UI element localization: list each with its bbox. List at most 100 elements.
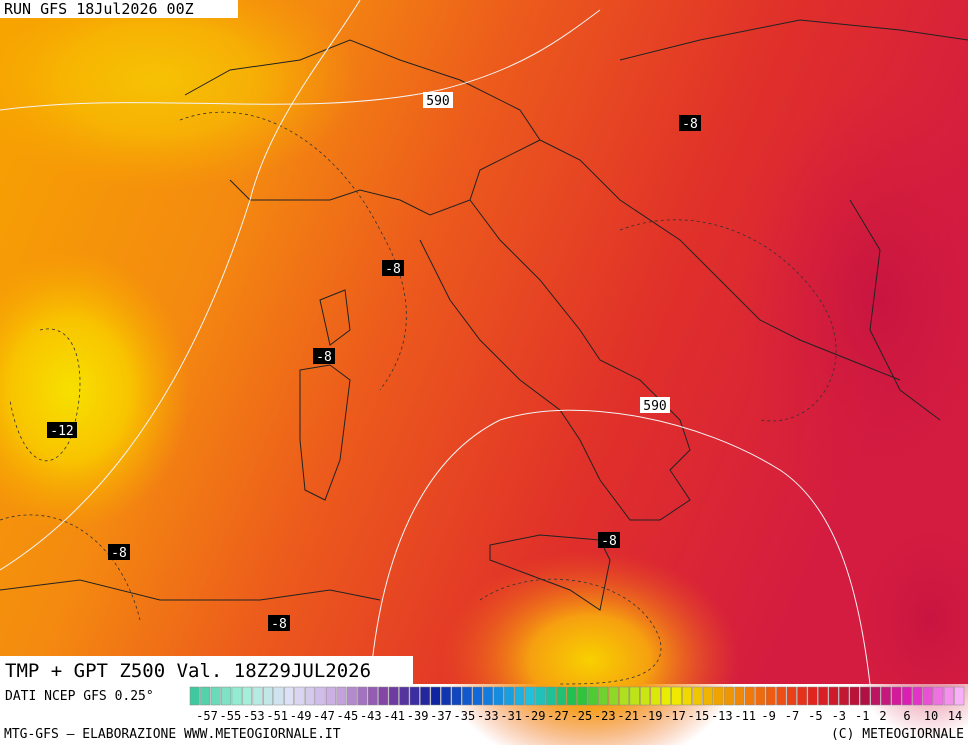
legend-swatch <box>776 686 787 706</box>
legend-swatch <box>640 686 651 706</box>
legend-swatch <box>346 686 357 706</box>
legend-label: -53 <box>243 709 265 723</box>
legend-swatch <box>284 686 294 706</box>
title-box <box>0 656 413 684</box>
legend-label: -15 <box>688 709 710 723</box>
legend-label: -5 <box>808 709 822 723</box>
legend-swatch <box>462 686 473 706</box>
legend-swatch <box>388 686 399 706</box>
legend-label: -49 <box>290 709 312 723</box>
contour-label: -8 <box>601 534 617 549</box>
temperature-contours <box>0 111 837 685</box>
legend-label: -19 <box>641 709 663 723</box>
legend-swatch <box>273 686 284 706</box>
contour-label: -8 <box>271 617 287 632</box>
copyright-label: (C) METEOGIORNALE <box>831 727 964 742</box>
legend-swatch <box>755 686 766 706</box>
legend-label: -9 <box>761 709 775 723</box>
legend-swatch <box>797 686 808 706</box>
contour-label-box <box>268 615 290 631</box>
map-title: TMP + GPT Z500 Val. 18Z29JUL2026 <box>5 660 371 682</box>
legend-label: 2 <box>879 709 886 723</box>
legend-swatch <box>818 686 829 706</box>
credit-label: MTG-GFS — ELABORAZIONE WWW.METEOGIORNALE… <box>4 727 341 742</box>
legend-swatch <box>210 686 221 706</box>
coastlines <box>0 19 968 611</box>
legend-swatch <box>713 686 724 706</box>
source-label: DATI NCEP GFS 0.25° <box>5 689 154 704</box>
legend-swatch <box>451 686 462 706</box>
legend-swatch <box>556 686 567 706</box>
legend-swatch <box>535 686 546 706</box>
legend-label: -57 <box>196 709 218 723</box>
legend-swatch <box>294 686 305 706</box>
legend-swatch <box>399 686 410 706</box>
legend-swatch <box>524 686 535 706</box>
legend-swatch <box>482 686 493 706</box>
legend-label: 14 <box>948 709 962 723</box>
legend-label: -17 <box>664 709 686 723</box>
legend-label: -41 <box>383 709 405 723</box>
contour-label: -12 <box>50 424 73 439</box>
contour-label-box <box>47 422 77 438</box>
legend-label: -43 <box>360 709 382 723</box>
legend-swatch <box>378 686 389 706</box>
legend-swatch <box>503 686 514 706</box>
legend-swatch <box>880 686 891 706</box>
run-label: RUN GFS 18Jul2026 00Z <box>4 0 194 18</box>
legend-swatch <box>744 686 755 706</box>
legend-label: -47 <box>313 709 335 723</box>
legend-label: -33 <box>477 709 499 723</box>
legend-swatch <box>692 686 703 706</box>
contour-label-box <box>598 532 620 548</box>
legend-swatch <box>472 686 483 706</box>
legend-swatch <box>849 686 860 706</box>
contour-label: -8 <box>682 117 698 132</box>
legend-label: -23 <box>594 709 616 723</box>
legend-swatch <box>252 686 263 706</box>
legend-swatch <box>409 686 420 706</box>
legend-swatch <box>420 686 431 706</box>
contour-label-box <box>679 115 701 131</box>
legend-swatch <box>943 686 954 706</box>
legend-swatch <box>723 686 734 706</box>
legend-swatch <box>357 686 368 706</box>
legend-swatch <box>608 686 619 706</box>
contour-labels: 590 -8 -8 -8 -12 590 -8 -8 -8 <box>47 92 701 632</box>
legend-swatch <box>598 686 609 706</box>
legend-swatch <box>577 686 588 706</box>
contour-label-box <box>423 92 453 108</box>
geopotential-contours <box>0 0 871 685</box>
legend-swatch <box>545 686 556 706</box>
legend-swatch <box>702 686 713 706</box>
legend-swatch <box>441 686 452 706</box>
legend-swatch <box>367 686 378 706</box>
legend-label: 10 <box>924 709 938 723</box>
legend-swatch <box>587 686 598 706</box>
legend-swatch <box>933 686 944 706</box>
legend-swatch <box>263 686 274 706</box>
legend-label: -37 <box>430 709 452 723</box>
legend-swatch <box>661 686 672 706</box>
legend-swatch <box>912 686 923 706</box>
legend-label: -25 <box>571 709 593 723</box>
legend-swatch <box>954 686 965 706</box>
legend-swatch <box>891 686 902 706</box>
legend-swatch <box>901 686 912 706</box>
legend-swatch <box>860 686 870 706</box>
contour-label: -8 <box>111 546 127 561</box>
contour-label: 590 <box>426 94 449 109</box>
legend-swatch <box>325 686 336 706</box>
legend-label: -29 <box>524 709 546 723</box>
legend-swatch <box>242 686 253 706</box>
legend-swatch <box>200 686 211 706</box>
header-box <box>0 0 238 18</box>
legend-swatch <box>493 686 504 706</box>
legend-swatch <box>315 686 326 706</box>
legend-swatch <box>619 686 630 706</box>
legend-label: -1 <box>855 709 869 723</box>
legend-label: -7 <box>785 709 799 723</box>
legend-label: -27 <box>547 709 569 723</box>
